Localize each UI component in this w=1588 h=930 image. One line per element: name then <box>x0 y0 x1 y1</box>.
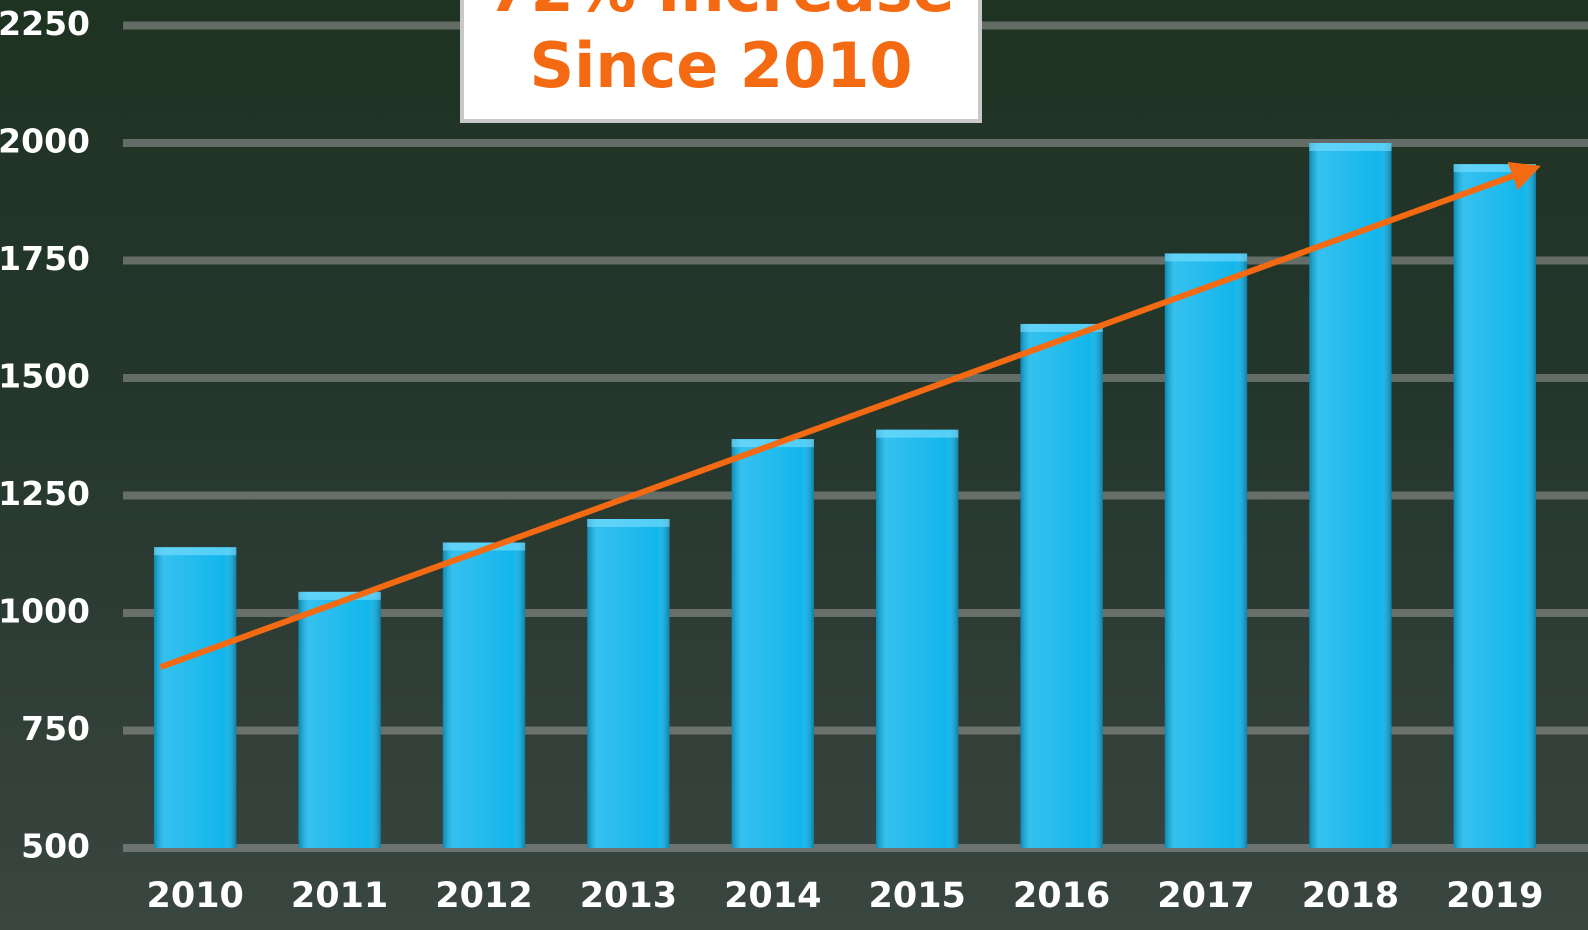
bar-shade <box>1453 164 1536 848</box>
y-tick-label: 2250 <box>0 4 90 43</box>
bar-cap <box>298 591 381 600</box>
chart-title: Since 2010 <box>530 29 913 102</box>
y-tick-label: 1500 <box>0 357 90 396</box>
bar-cap <box>587 519 670 527</box>
bar-shade <box>298 591 381 848</box>
x-tick-label: 2016 <box>1013 876 1110 916</box>
bar-cap <box>154 547 237 556</box>
title-frame <box>460 0 982 123</box>
y-tick-label: 1250 <box>0 474 90 513</box>
x-tick-label: 2012 <box>435 876 532 916</box>
title-box: 72% Increase Since 2010 <box>460 0 982 123</box>
bar-shade <box>1309 143 1392 848</box>
y-tick-label: 1000 <box>0 592 90 631</box>
bar-shade <box>876 429 959 848</box>
x-tick-label: 2015 <box>868 876 965 916</box>
x-tick-label: 2019 <box>1446 876 1543 916</box>
trend-arrow <box>159 162 1541 670</box>
bar-cap <box>1164 253 1248 262</box>
x-tick-label: 2010 <box>146 876 243 916</box>
y-tick-label: 1750 <box>0 239 90 278</box>
bar-shade <box>1020 323 1103 848</box>
x-tick-label: 2011 <box>291 876 388 916</box>
bar-cap <box>1453 164 1536 173</box>
bar-cap <box>1309 143 1392 151</box>
bar-cap <box>1020 323 1103 332</box>
y-tick-label: 500 <box>21 827 90 866</box>
bar-shade <box>587 519 670 848</box>
bar-cap <box>876 429 959 438</box>
x-tick-label: 2013 <box>580 876 677 916</box>
bars <box>154 143 1536 848</box>
x-tick-label: 2014 <box>724 876 821 916</box>
bar-shade <box>1164 253 1248 848</box>
ticks: 500 750 1000 1250 1500 1750 2000 2250 2010 2011 20… <box>0 4 1544 916</box>
chart-title: 72% Increase <box>487 0 954 26</box>
x-tick-label: 2017 <box>1157 876 1254 916</box>
bar-shade <box>731 439 814 848</box>
y-tick-label: 750 <box>21 709 90 748</box>
bar-shade <box>154 547 237 848</box>
x-tick-label: 2018 <box>1302 876 1399 916</box>
bar-shade <box>442 542 526 848</box>
y-tick-label: 2000 <box>0 122 90 161</box>
